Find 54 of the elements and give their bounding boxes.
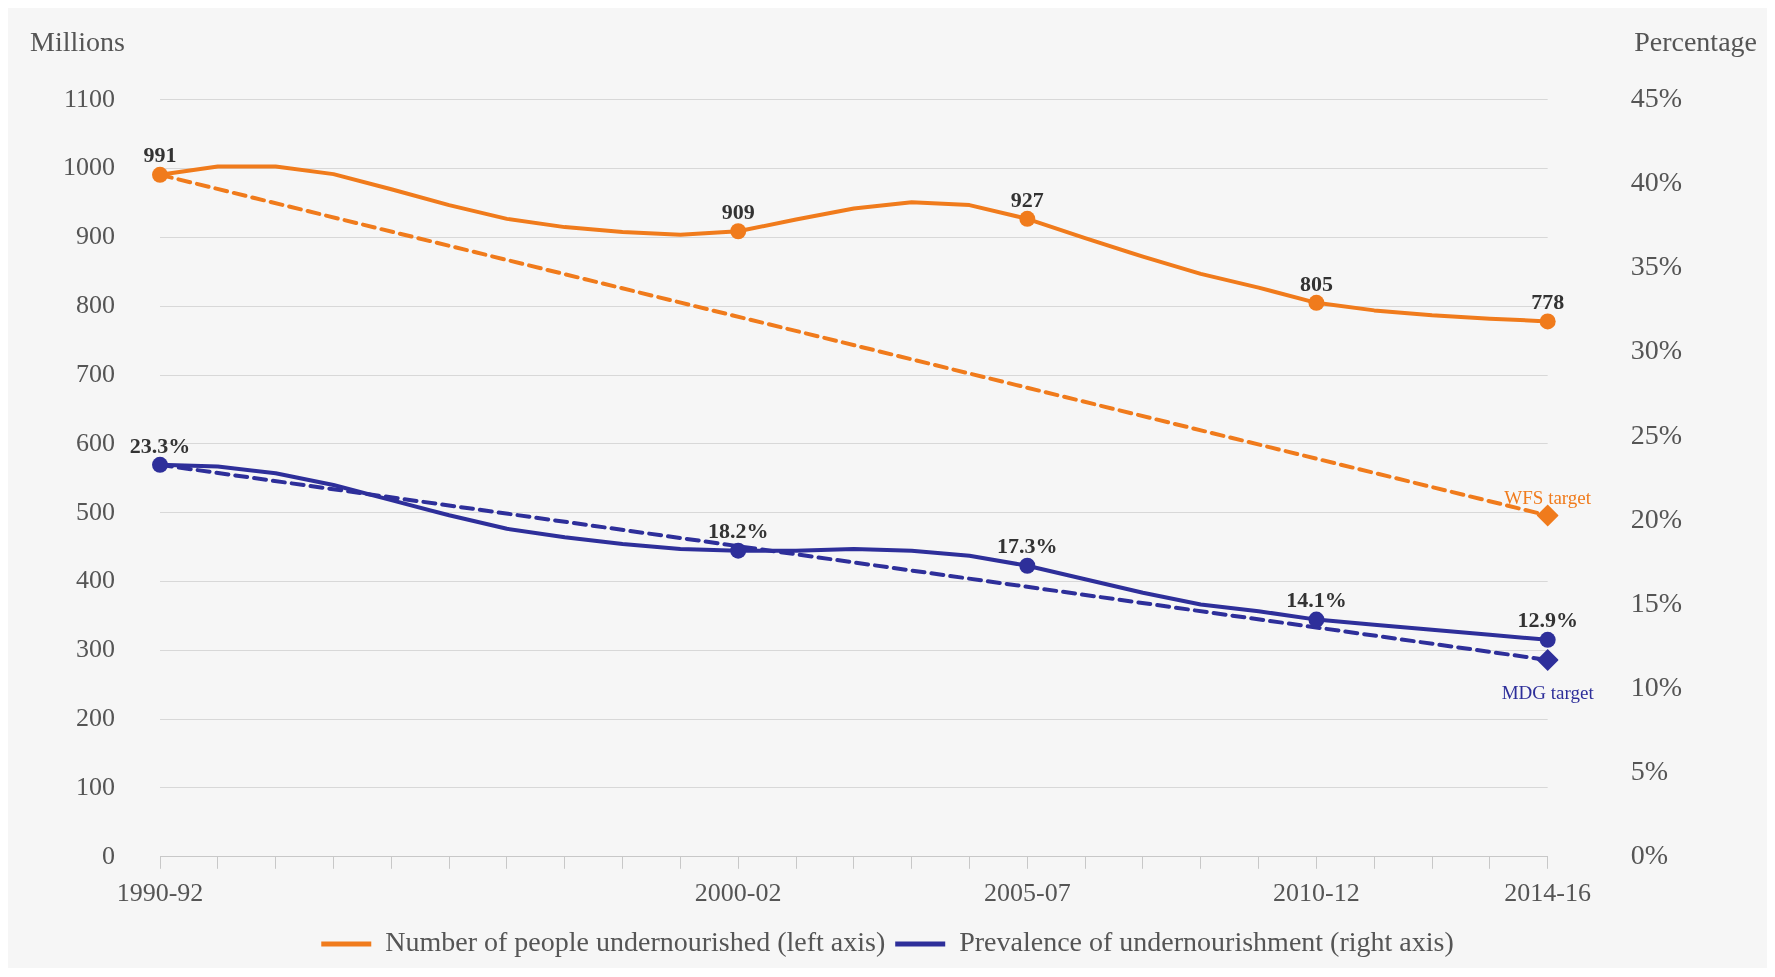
y-tick-label: 600 [76,427,115,457]
point [730,542,747,559]
y-tick-label: 1000 [63,152,115,182]
point [1019,210,1036,227]
point [1539,313,1556,330]
y-tick-label: 300 [76,634,115,664]
data-label: 17.3% [997,533,1058,559]
x-tick-label: 2005-07 [983,878,1071,908]
y2-tick-label: 20% [1630,502,1682,534]
y-tick-label: 200 [76,702,115,732]
data-label: 991 [143,142,177,168]
data-label: 14.1% [1286,587,1347,613]
y-tick-label: 800 [76,290,115,320]
data-label: 12.9% [1517,607,1578,633]
legend-label: Number of people undernourished (left axis) [385,926,886,958]
point [730,223,747,240]
legend-label: Prevalence of undernourishment (right axis) [959,926,1454,958]
point [1536,648,1559,671]
data-label: 23.3% [129,432,191,458]
y-tick-label: 100 [76,771,115,801]
x-tick-label: 2014-16 [1504,878,1592,908]
y-tick-label: 0 [102,840,115,870]
data-label: 909 [721,198,755,224]
data-label: 927 [1010,186,1044,212]
y2-tick-label: 0% [1630,839,1668,871]
point [1539,631,1556,648]
y-tick-label: 1100 [63,83,115,113]
y-tick-label: 900 [76,221,115,251]
point [152,166,168,183]
y-tick-label: 400 [76,565,115,595]
y2-tick-label: 10% [1630,670,1682,702]
x-tick-label: 2000-02 [694,878,782,908]
y2-axis-title: Percentage [1634,26,1757,58]
point [1308,611,1325,628]
annotation: WFS target [1504,487,1592,509]
x-tick-label: 2010-12 [1273,878,1360,908]
y-axis-title: Millions [30,26,125,58]
y2-tick-label: 35% [1630,250,1682,282]
y2-tick-label: 45% [1630,82,1682,114]
y-tick-label: 700 [76,358,115,388]
y2-tick-label: 25% [1630,418,1682,450]
data-label: 778 [1531,289,1565,315]
annotation: MDG target [1501,681,1595,703]
point [152,456,168,473]
y2-tick-label: 15% [1630,586,1682,618]
y2-tick-label: 40% [1630,166,1682,198]
y2-tick-label: 5% [1630,755,1668,787]
data-label: 18.2% [707,518,769,544]
data-label: 805 [1299,270,1333,296]
x-tick-label: 1990-92 [116,878,204,908]
point [1308,294,1325,311]
point [1019,557,1036,574]
y2-tick-label: 30% [1630,334,1682,366]
y-tick-label: 500 [76,496,115,526]
